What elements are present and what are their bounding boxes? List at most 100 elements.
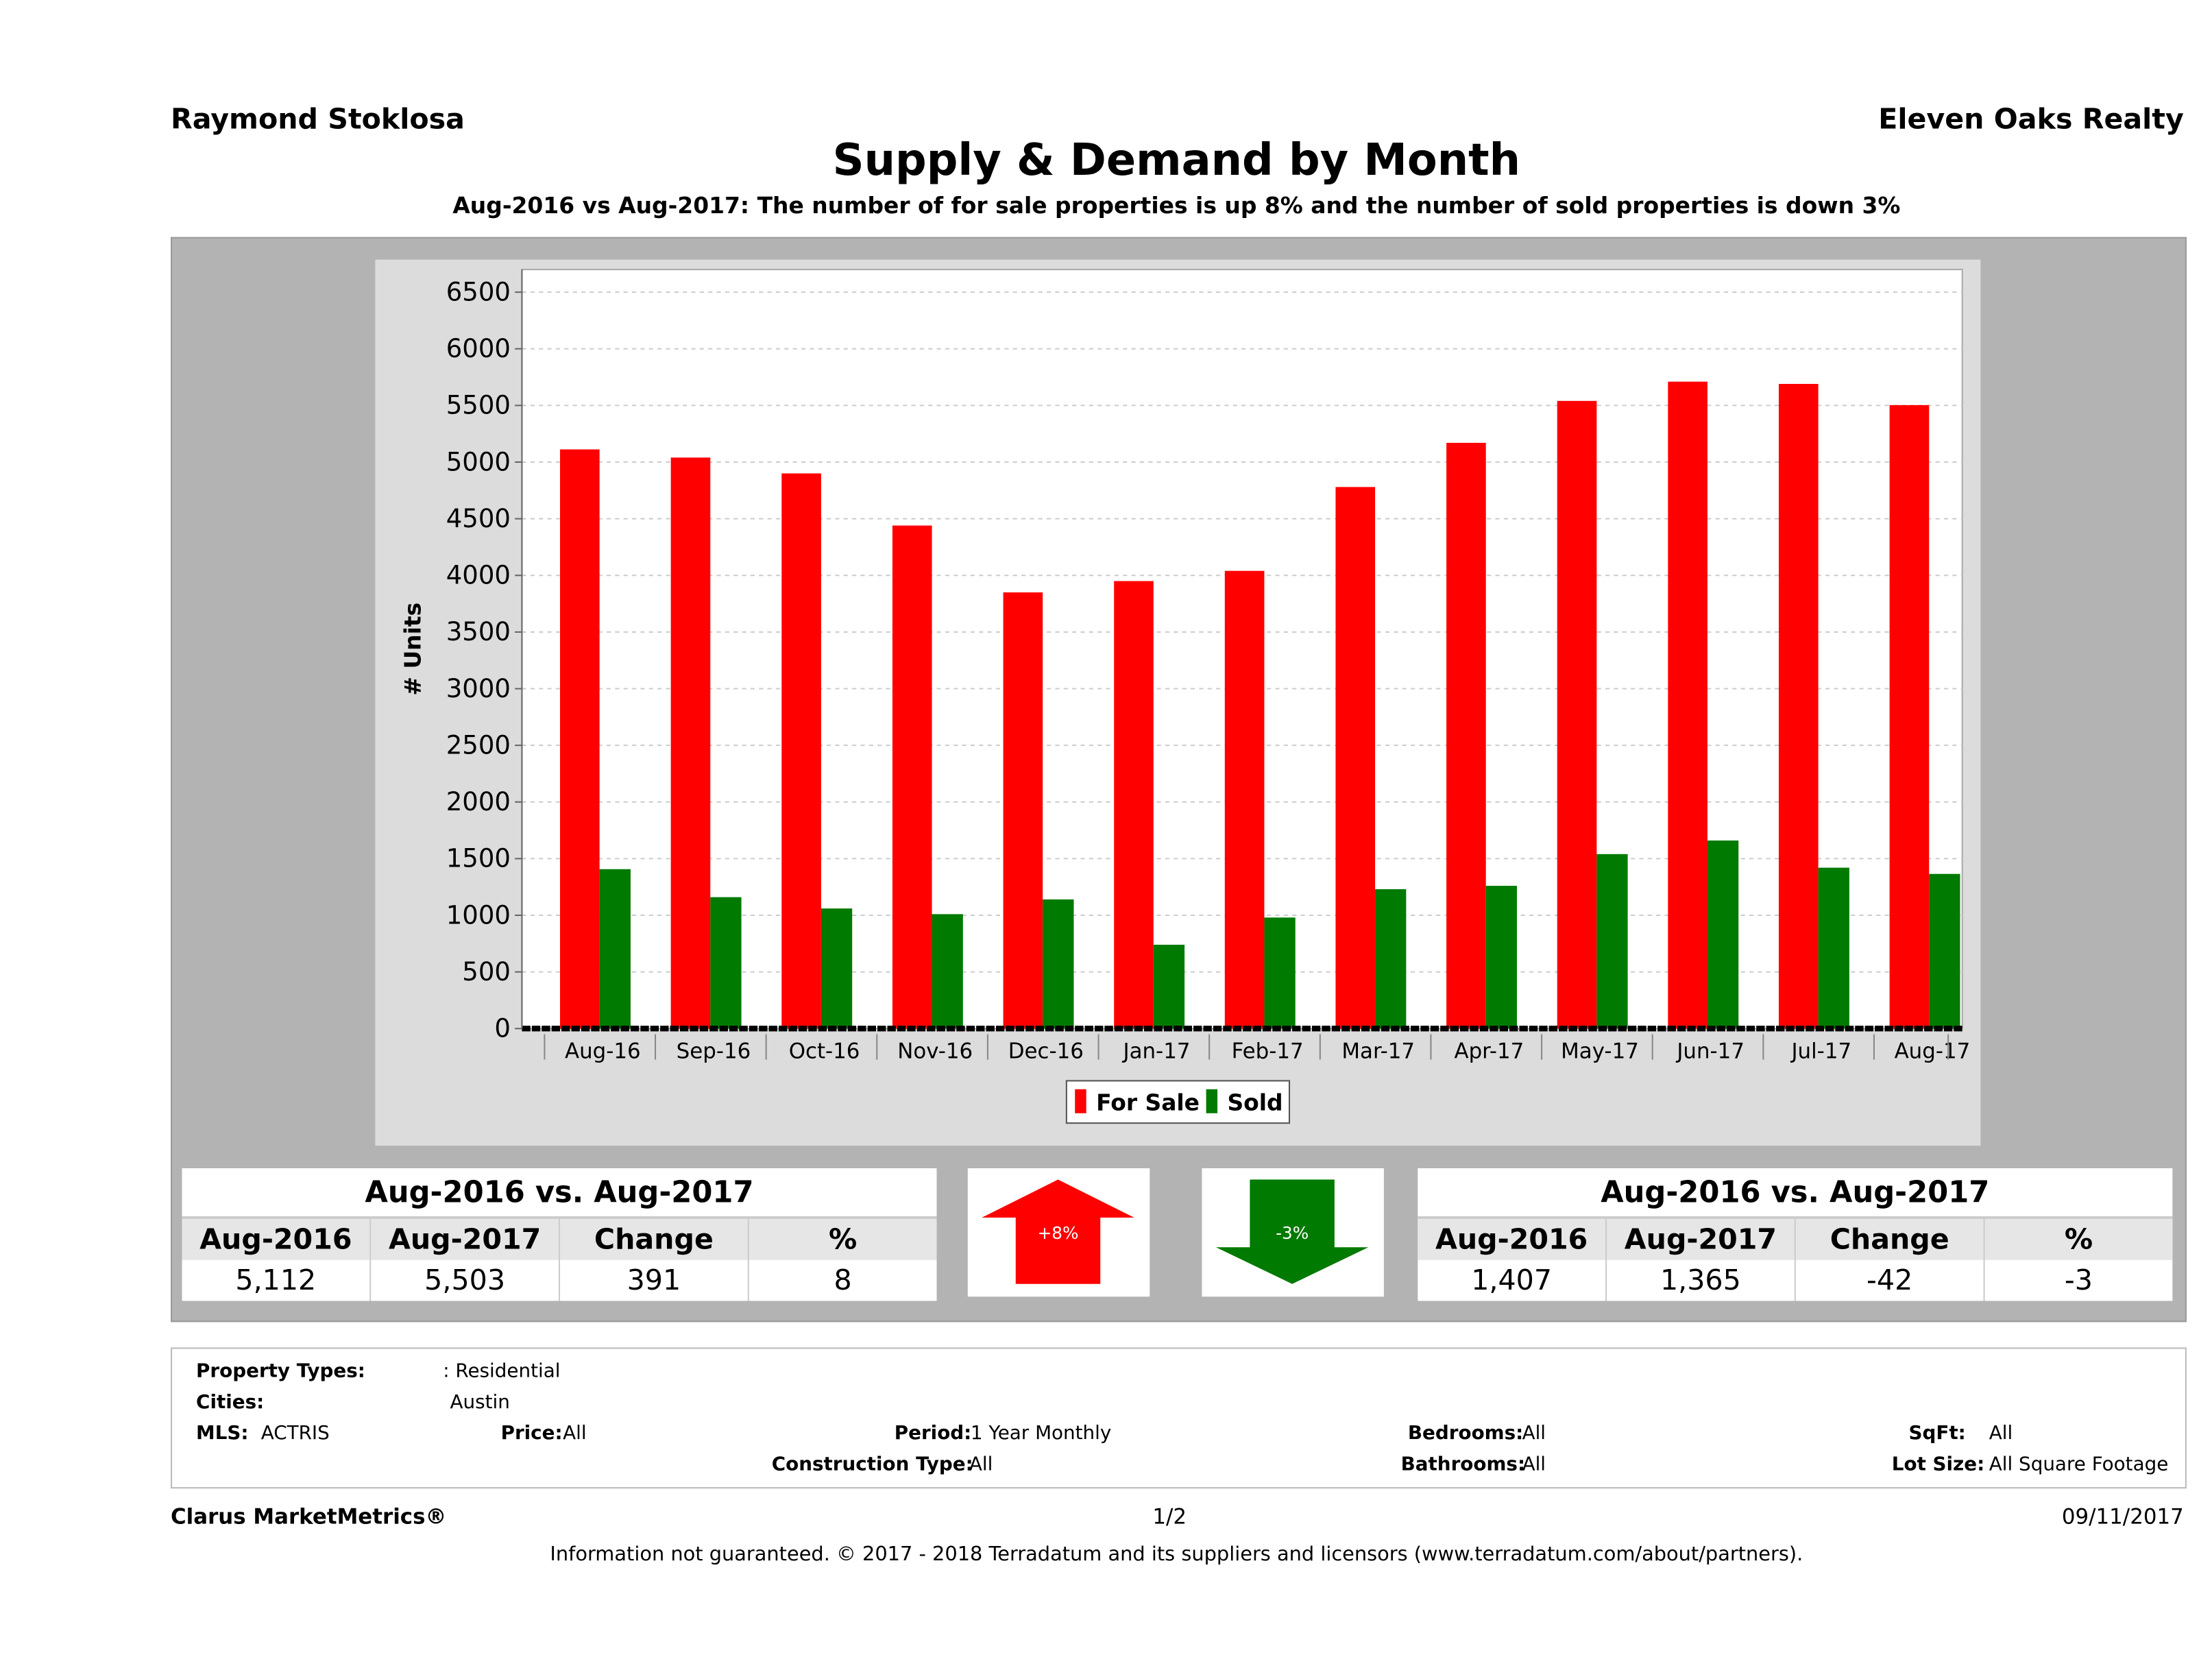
x-tick-label: Jan-17 [1121,1039,1190,1064]
up-arrow-label: +8% [1038,1223,1079,1243]
cities-value: Austin [450,1391,510,1414]
bar-chart: 0 500 1000 1500 2000 2500 3000 3500 4000 4500 5000… [399,269,1971,1124]
cities-label: Cities: [196,1391,265,1414]
bar-for-sale [781,473,821,1029]
x-tick-label: Mar-17 [1341,1039,1415,1064]
y-tick-label: 6000 [446,334,511,363]
y-tick-label: 500 [462,957,511,987]
y-tick-label: 3000 [446,674,511,703]
y-tick-label: 2000 [446,787,511,817]
bar-for-sale [892,525,932,1029]
bar-sold [1818,867,1849,1029]
bar-sold [1375,889,1407,1029]
cell: 5,112 [182,1259,372,1301]
construction-value: All [969,1453,993,1476]
bathrooms-value: All [1522,1453,1546,1476]
col-header: Aug-2017 [371,1219,561,1260]
mls-label: MLS: [196,1422,249,1445]
x-tick-label: Jul-17 [1790,1039,1851,1064]
sqft-label: SqFt: [1908,1422,1966,1445]
bar-sold [1596,854,1628,1029]
bathrooms-label: Bathrooms: [1400,1453,1526,1476]
bar-sold [710,897,742,1029]
y-tick-label: 4500 [446,504,511,533]
bar-sold [1264,917,1296,1029]
down-arrow-label: -3% [1276,1223,1309,1243]
bar-sold [1153,944,1185,1029]
bar-sold [821,908,853,1029]
x-tick-label: May-17 [1561,1039,1639,1064]
x-tick-label: Dec-16 [1008,1039,1084,1064]
construction-label: Construction Type: [771,1453,973,1476]
x-tick-label: Apr-17 [1454,1039,1524,1064]
x-tick-label: Aug-17 [1895,1039,1971,1064]
lot-size-label: Lot Size: [1891,1453,1985,1476]
legend-label-for-sale: For Sale [1096,1089,1200,1116]
y-tick-label: 0 [494,1014,511,1043]
period-label: Period: [894,1422,972,1445]
property-types-label: Property Types: [196,1360,365,1383]
col-header: Change [1796,1219,1985,1260]
bar-sold [599,869,631,1029]
x-tick-label: Oct-16 [789,1039,860,1064]
bar-for-sale [1889,404,1930,1029]
up-arrow-box: +8% [967,1168,1150,1297]
arrow-down-icon: -3% [1215,1179,1369,1284]
x-tick-label: Nov-16 [897,1039,973,1064]
table-caption: Aug-2016 vs. Aug-2017 [1418,1168,2173,1220]
bar-for-sale [1778,383,1819,1029]
price-label: Price: [500,1422,563,1445]
bedrooms-label: Bedrooms: [1407,1422,1524,1445]
cell: 8 [834,1262,852,1297]
bar-for-sale [1224,570,1265,1029]
sold-comparison-table: Aug-2016 vs. Aug-2017 Aug-2016 Aug-2017 Ch… [1418,1168,2173,1301]
bar-sold [1043,899,1074,1029]
arrow-up-icon: +8% [982,1179,1134,1284]
cell: 391 [560,1259,749,1301]
price-value: All [563,1422,587,1445]
cell: -42 [1796,1259,1985,1301]
y-tick-label: 5000 [446,447,511,476]
bar-for-sale [670,457,711,1029]
x-tick-label: Aug-16 [565,1039,641,1064]
bar-for-sale [1003,592,1043,1029]
col-header: Aug-2016 [182,1219,372,1260]
sqft-value: All [1989,1422,2013,1445]
x-tick-label: Feb-17 [1232,1039,1304,1064]
y-tick-label: 1000 [446,900,511,930]
legend-swatch-for-sale [1075,1089,1086,1113]
page-subtitle: Aug-2016 vs Aug-2017: The number of for … [452,191,1901,219]
y-tick-label: 2500 [446,730,511,760]
page-title: Supply & Demand by Month [832,135,1521,186]
col-header: Aug-2016 [1418,1219,1607,1260]
x-tick-label: Sep-16 [677,1039,751,1064]
brokerage-name: Eleven Oaks Realty [1878,101,2184,136]
bar-for-sale [1335,487,1376,1029]
legend-label-sold: Sold [1227,1089,1283,1116]
bar-sold [1485,886,1517,1029]
bar-sold [1707,840,1739,1029]
y-tick-label: 4000 [446,561,511,590]
y-tick-label: 5500 [446,391,511,420]
bar-for-sale [1557,400,1597,1029]
agent-name: Raymond Stoklosa [171,101,465,136]
period-value: 1 Year Monthly [970,1422,1112,1445]
bar-for-sale [1114,581,1154,1029]
report-date: 09/11/2017 [2061,1503,2184,1530]
cell: 5,503 [371,1259,561,1301]
bar-sold [932,914,963,1029]
bar-sold [1929,873,1960,1029]
footer-brand: Clarus MarketMetrics® [171,1503,447,1530]
legend: For Sale Sold [1065,1080,1291,1124]
bar-for-sale [560,449,600,1029]
page-number: 1/2 [1152,1503,1187,1530]
bar-for-sale [1446,442,1486,1029]
bedrooms-value: All [1522,1422,1546,1445]
for-sale-comparison-table: Aug-2016 vs. Aug-2017 Aug-2016 Aug-2017 Ch… [182,1168,937,1301]
col-header: Aug-2017 [1607,1219,1796,1260]
down-arrow-box: -3% [1202,1168,1384,1297]
col-header: % [2064,1222,2093,1256]
cell: 1,365 [1607,1259,1796,1301]
y-tick-label: 1500 [446,844,511,873]
lot-size-value: All Square Footage [1989,1453,2169,1476]
